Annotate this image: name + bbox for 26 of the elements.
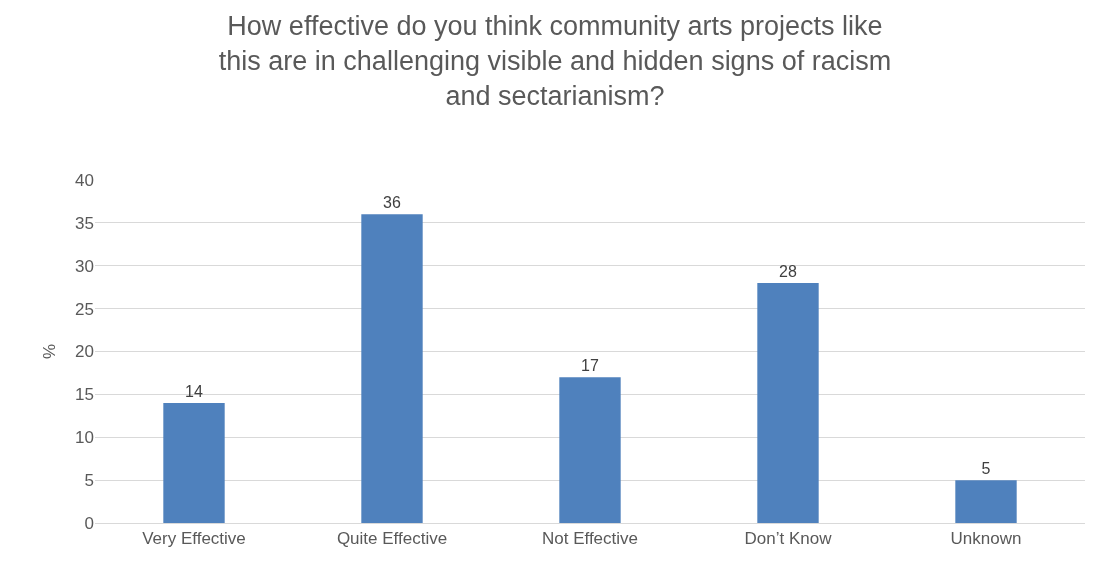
x-tick-label: Very Effective	[142, 529, 246, 549]
data-label: 17	[581, 357, 599, 375]
y-axis-title: %	[39, 343, 59, 360]
y-tick-label: 15	[75, 385, 94, 405]
y-tick-label: 35	[75, 213, 94, 233]
x-tick-label: Quite Effective	[336, 529, 448, 549]
y-tick-label: 10	[75, 428, 94, 448]
y-tick-label: 40	[75, 170, 94, 190]
data-label: 5	[981, 460, 991, 478]
chart-title: How effective do you think community arts projects like this are in challenging visible and hidden signs of racism and sectarianism?	[218, 10, 892, 112]
bar	[163, 402, 225, 523]
y-tick-label: 30	[75, 256, 94, 276]
data-label: 36	[383, 194, 401, 212]
data-label: 28	[779, 262, 797, 280]
y-tick-label: 5	[84, 471, 94, 491]
x-tick-label: Don’t Know	[744, 529, 833, 549]
x-tick-label: Not Effective	[541, 529, 639, 549]
data-label: 14	[185, 382, 203, 400]
bar	[559, 377, 621, 523]
y-tick-label: 0	[84, 513, 94, 533]
y-tick-label: 20	[75, 342, 94, 362]
bar	[757, 282, 819, 523]
bar	[955, 480, 1017, 523]
y-tick-label: 25	[75, 299, 94, 319]
x-tick-label: Unknown	[950, 529, 1022, 549]
bar	[361, 214, 423, 523]
